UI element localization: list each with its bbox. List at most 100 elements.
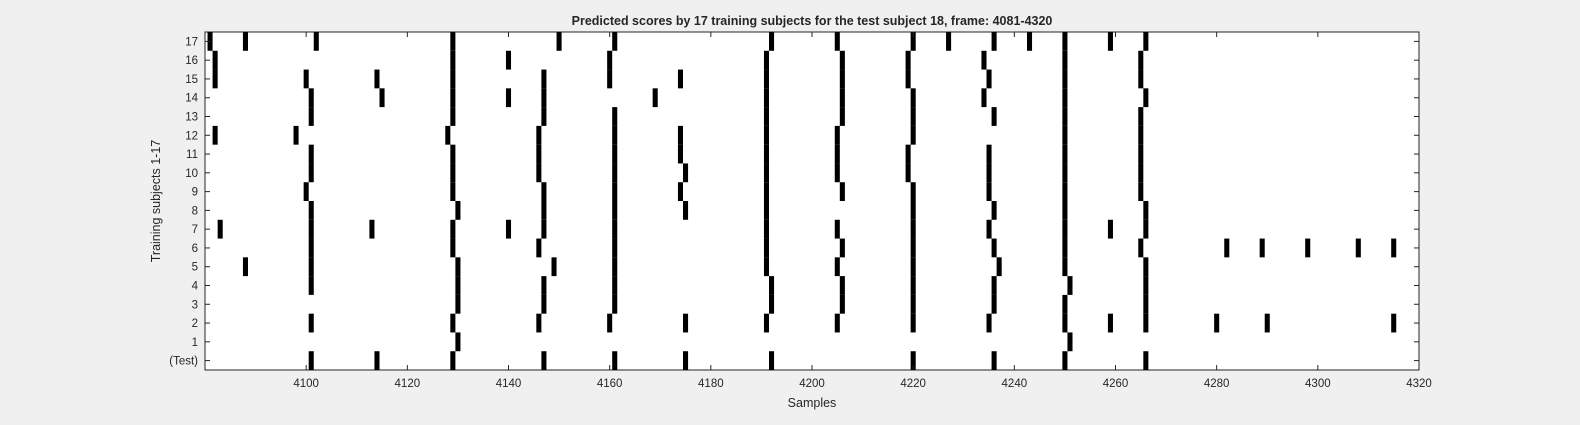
event-mark — [763, 201, 770, 220]
event-mark — [1062, 144, 1068, 164]
event-mark — [834, 144, 840, 164]
x-axis: 4100 4120 4140 4160 4180 4200 4220 4240 4260 4280… — [293, 32, 1432, 390]
event-mark — [763, 163, 770, 183]
event-mark — [981, 88, 987, 108]
event-mark — [303, 182, 309, 201]
event-mark — [536, 144, 542, 164]
event-mark — [455, 276, 461, 295]
row-8 — [308, 201, 1149, 220]
y-tick-label: 8 — [192, 205, 198, 217]
event-mark — [1143, 351, 1149, 370]
event-mark — [450, 144, 456, 164]
x-tick-label: 4300 — [1305, 378, 1331, 390]
event-mark — [556, 32, 562, 51]
y-tick-label: 13 — [185, 112, 198, 124]
row-15 — [212, 69, 1144, 89]
row-14 — [308, 88, 1149, 108]
x-tick-label: 4120 — [395, 378, 421, 390]
event-mark — [652, 88, 658, 108]
event-mark — [1143, 313, 1149, 333]
event-mark — [1062, 294, 1068, 314]
event-mark — [1138, 144, 1144, 164]
event-mark — [536, 313, 542, 333]
event-mark — [303, 69, 309, 89]
event-mark — [505, 88, 512, 108]
event-mark — [1391, 238, 1397, 258]
event-mark — [450, 219, 456, 239]
event-mark — [1143, 276, 1149, 295]
event-mark — [612, 219, 618, 239]
event-mark — [308, 351, 314, 370]
event-mark — [763, 257, 770, 277]
event-mark — [763, 69, 770, 89]
event-mark — [905, 144, 911, 164]
event-mark — [1062, 107, 1068, 126]
event-mark — [308, 88, 314, 108]
event-mark — [910, 182, 916, 201]
event-mark — [910, 107, 916, 126]
y-tick-label: 9 — [192, 187, 198, 199]
event-mark — [505, 219, 512, 239]
event-mark — [612, 351, 618, 370]
event-mark — [839, 276, 845, 295]
row-13 — [308, 107, 1144, 126]
event-mark — [910, 32, 916, 51]
x-tick-label: 4260 — [1103, 378, 1129, 390]
event-mark — [834, 313, 840, 333]
event-mark — [946, 32, 952, 51]
event-mark — [991, 294, 997, 314]
chart-title: Predicted scores by 17 training subjects… — [572, 14, 1053, 28]
event-mark — [769, 32, 775, 51]
event-mark — [1062, 125, 1068, 145]
event-mark — [212, 50, 218, 70]
y-tick-label: 4 — [192, 281, 199, 293]
event-mark — [612, 32, 618, 51]
event-mark — [308, 219, 314, 239]
event-mark — [910, 219, 916, 239]
event-mark — [1264, 313, 1270, 333]
event-mark — [839, 50, 845, 70]
event-mark — [1143, 219, 1149, 239]
event-mark — [991, 351, 997, 370]
row-7 — [217, 219, 1149, 239]
event-mark — [677, 69, 684, 89]
event-mark — [834, 257, 840, 277]
event-mark — [308, 238, 314, 258]
event-mark — [536, 163, 542, 183]
event-mark — [612, 238, 618, 258]
event-mark — [455, 332, 461, 352]
event-mark — [505, 50, 512, 70]
event-mark — [612, 276, 618, 295]
y-tick-label: 10 — [185, 168, 198, 180]
row-11 — [308, 144, 1144, 164]
event-mark — [536, 125, 542, 145]
event-mark — [683, 351, 689, 370]
y-tick-label: 15 — [185, 74, 198, 86]
event-mark — [242, 257, 248, 277]
event-mark — [834, 125, 840, 145]
event-mark — [834, 32, 840, 51]
event-mark — [450, 182, 456, 201]
event-mark — [242, 32, 248, 51]
row-6 — [308, 238, 1397, 258]
event-mark — [612, 125, 618, 145]
y-tick-label: 2 — [192, 318, 198, 330]
row-12 — [212, 125, 1144, 145]
event-mark — [991, 32, 997, 51]
event-mark — [212, 69, 218, 89]
event-mark — [763, 88, 770, 108]
event-mark — [1062, 313, 1068, 333]
event-mark — [769, 294, 775, 314]
event-mark — [1138, 163, 1144, 183]
event-mark — [910, 313, 916, 333]
event-mark — [1355, 238, 1361, 258]
event-mark — [910, 351, 916, 370]
event-mark — [1143, 257, 1149, 277]
event-mark — [763, 125, 770, 145]
y-tick-label: 1 — [192, 337, 198, 349]
event-mark — [991, 276, 997, 295]
event-mark — [1143, 88, 1149, 108]
event-mark — [991, 107, 997, 126]
